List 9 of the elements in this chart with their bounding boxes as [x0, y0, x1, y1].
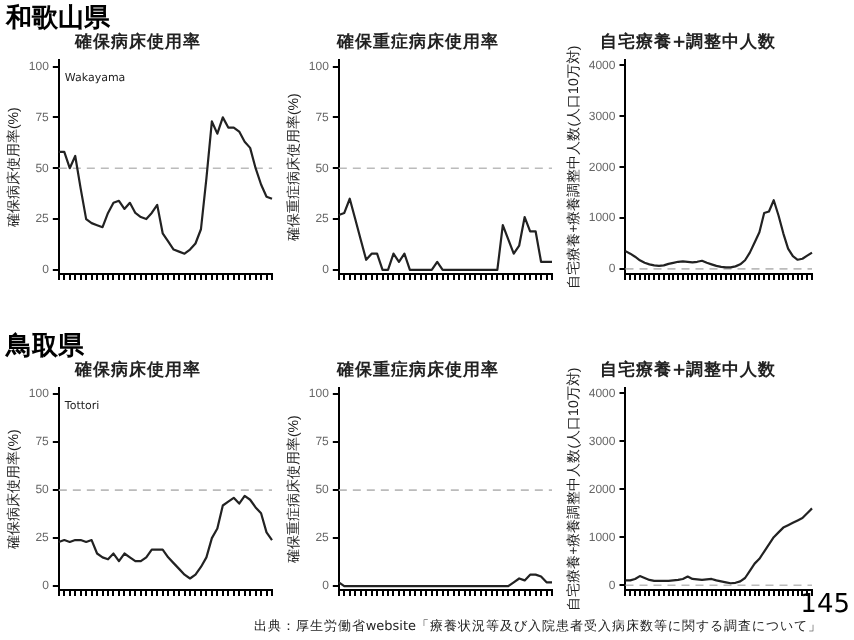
chart-title: 確保重症病床使用率 — [335, 358, 499, 381]
chart-title: 確保重症病床使用率 — [335, 30, 499, 53]
chart-title: 確保病床使用率 — [73, 30, 201, 53]
chart-title: 確保病床使用率 — [73, 358, 201, 381]
text: 和歌山県 — [6, 2, 110, 34]
text: 鳥取県 — [6, 330, 84, 362]
annotation: 145 — [800, 590, 850, 620]
chart-title: 自宅療養+調整中人数 — [599, 358, 779, 381]
chart-title: 自宅療養+調整中人数 — [599, 30, 779, 53]
